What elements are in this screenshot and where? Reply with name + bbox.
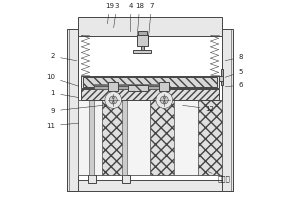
Circle shape <box>112 97 114 99</box>
Text: 12: 12 <box>182 105 214 112</box>
Text: 4: 4 <box>129 3 133 32</box>
Circle shape <box>160 96 168 104</box>
Bar <box>223 28 233 191</box>
Text: 19: 19 <box>105 3 114 24</box>
Bar <box>126 100 150 175</box>
Bar <box>174 100 198 175</box>
Bar <box>137 35 148 46</box>
Bar <box>138 31 147 35</box>
Text: 8: 8 <box>225 54 243 61</box>
Circle shape <box>163 101 165 103</box>
Bar <box>83 77 217 87</box>
Bar <box>108 82 118 91</box>
Bar <box>89 100 94 175</box>
Bar <box>102 100 126 175</box>
Circle shape <box>112 101 114 103</box>
Bar <box>198 100 223 175</box>
Circle shape <box>105 92 122 108</box>
Bar <box>159 82 169 91</box>
Text: 5: 5 <box>225 69 243 77</box>
Text: 18: 18 <box>135 3 144 36</box>
Bar <box>77 100 102 175</box>
Bar <box>88 175 96 183</box>
Bar <box>77 100 223 175</box>
Bar <box>82 76 218 88</box>
Circle shape <box>163 97 165 99</box>
Text: 9: 9 <box>51 105 104 114</box>
Bar <box>141 34 144 52</box>
Bar <box>67 28 77 191</box>
Bar <box>94 84 166 89</box>
Circle shape <box>109 96 117 104</box>
Bar <box>67 180 233 191</box>
Text: 3: 3 <box>114 3 119 28</box>
Bar <box>220 69 224 85</box>
Circle shape <box>156 92 172 108</box>
Text: 锂电池: 锂电池 <box>208 172 230 182</box>
Bar <box>219 76 224 81</box>
Text: 7: 7 <box>148 3 154 40</box>
Bar <box>150 100 174 175</box>
Text: 10: 10 <box>46 74 79 86</box>
Text: 11: 11 <box>46 123 79 129</box>
Bar <box>82 89 218 100</box>
Bar <box>128 85 148 91</box>
Bar <box>122 175 130 183</box>
Bar <box>122 100 127 175</box>
Bar <box>77 17 223 36</box>
Text: 1: 1 <box>51 90 79 98</box>
Bar <box>133 50 151 53</box>
Text: 6: 6 <box>225 82 243 88</box>
Text: 2: 2 <box>51 53 77 61</box>
